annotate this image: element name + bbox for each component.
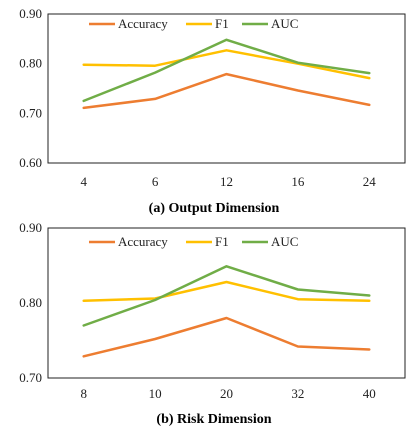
y-tick-label: 0.90 [19,6,42,21]
x-tick-label: 10 [149,386,162,401]
y-tick-label: 0.90 [19,220,42,235]
series-line-f1 [82,49,371,80]
x-tick-label: 20 [220,386,233,401]
x-tick-label: 32 [291,386,304,401]
legend-label-auc: AUC [271,234,298,249]
y-tick-label: 0.80 [19,295,42,310]
x-tick-label: 4 [80,174,87,189]
series-line-auc [82,38,371,103]
chart-caption: (b) Risk Dimension [156,412,271,427]
y-tick-label: 0.70 [19,370,42,385]
x-tick-label: 12 [220,174,233,189]
legend-label-auc: AUC [271,16,298,31]
x-tick-label: 40 [363,386,376,401]
series-line-auc [82,265,371,327]
x-tick-label: 8 [80,386,87,401]
y-tick-label: 0.80 [19,56,42,71]
x-tick-label: 24 [363,174,377,189]
chart-panel-1: 0.60 0.70 0.80 0.90 4 6 12 16 24 Accuracy F1 AUC (a)… [19,6,406,216]
series-line-accuracy [82,316,371,358]
chart-panel-2: 0.70 0.80 0.90 8 10 20 32 40 Accuracy F1 AUC (b) Ri… [19,220,406,427]
legend-label-accuracy: Accuracy [118,234,168,249]
legend-label-accuracy: Accuracy [118,16,168,31]
legend-label-f1: F1 [215,16,229,31]
plot-frame [47,13,406,164]
series-line-accuracy [82,72,371,110]
legend: Accuracy F1 AUC [89,234,298,249]
x-tick-label: 16 [291,174,305,189]
x-tick-label: 6 [152,174,159,189]
plot-frame [47,227,406,379]
series-line-f1 [82,280,371,303]
chart-caption: (a) Output Dimension [149,201,280,216]
y-tick-label: 0.70 [19,105,42,120]
legend-label-f1: F1 [215,234,229,249]
y-tick-label: 0.60 [19,155,42,170]
legend: Accuracy F1 AUC [89,16,298,31]
